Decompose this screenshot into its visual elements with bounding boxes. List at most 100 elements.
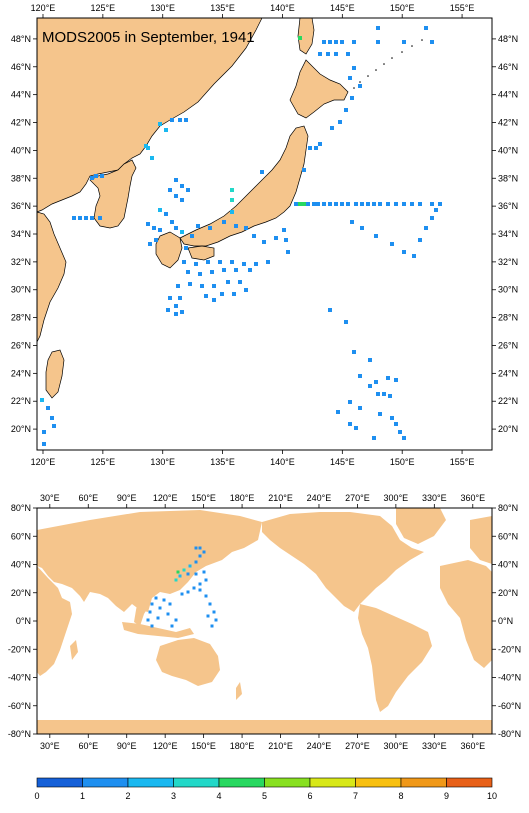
observation-point: [386, 376, 390, 380]
global-lat-label-left: -40°N: [8, 673, 31, 683]
observation-point: [418, 202, 422, 206]
colorbar-tick-label: 0: [34, 791, 39, 801]
regional-lon-label-bottom: 130°E: [150, 457, 175, 467]
colorbar-tick-label: 4: [216, 791, 221, 801]
greenland: [396, 508, 446, 544]
north-america: [262, 512, 424, 612]
global-lon-label-bottom: 240°E: [307, 741, 332, 751]
regional-lat-label-right: 48°N: [498, 34, 518, 44]
global-lon-label-top: 210°E: [268, 493, 293, 503]
regional-lat-label-right: 26°N: [498, 340, 518, 350]
observation-point: [346, 202, 350, 206]
observation-point: [222, 220, 226, 224]
map-title: MODS2005 in September, 1941: [42, 29, 255, 46]
observation-point: [340, 202, 344, 206]
regional-observations: [40, 26, 442, 446]
regional-lat-label-right: 32°N: [498, 257, 518, 267]
global-lat-label-right: 0°N: [498, 616, 513, 626]
colorbar: 0 1 2 3 4 5 6 7 8 9 10: [34, 777, 497, 801]
observation-point: [204, 578, 208, 582]
observation-point: [182, 568, 186, 572]
regional-lat-label-left: 26°N: [11, 340, 31, 350]
observation-point: [316, 202, 320, 206]
observation-point: [186, 188, 190, 192]
regional-lat-label-right: 40°N: [498, 145, 518, 155]
regional-lon-label-bottom: 140°E: [270, 457, 295, 467]
observation-point: [178, 296, 182, 300]
observation-point: [322, 202, 326, 206]
observation-point: [352, 40, 356, 44]
global-lon-label-top: 240°E: [307, 493, 332, 503]
regional-lat-label-right: 38°N: [498, 173, 518, 183]
observation-point: [206, 260, 210, 264]
observation-point: [350, 96, 354, 100]
observation-point: [360, 202, 364, 206]
colorbar-tick-label: 5: [262, 791, 267, 801]
observation-point: [148, 610, 152, 614]
observation-point: [42, 430, 46, 434]
africa: [37, 566, 72, 676]
observation-point: [334, 52, 338, 56]
observation-point: [376, 26, 380, 30]
observation-point: [164, 128, 168, 132]
regional-lon-label-top: 145°E: [330, 3, 355, 13]
regional-map-axes: 120°E 120°E 125°E 125°E 130°E 130°E 135°E 135°E…: [11, 3, 518, 467]
observation-point: [402, 436, 406, 440]
observation-point: [312, 202, 316, 206]
observation-point: [184, 118, 188, 122]
observation-point: [220, 292, 224, 296]
observation-point: [378, 412, 382, 416]
observation-point: [180, 230, 184, 234]
shikoku: [187, 245, 215, 261]
observation-point: [198, 582, 202, 586]
observation-point: [348, 76, 352, 80]
observation-point: [334, 202, 338, 206]
observation-point: [218, 260, 222, 264]
global-lat-label-left: 60°N: [11, 531, 31, 541]
observation-point: [204, 294, 208, 298]
observation-point: [52, 424, 56, 428]
global-lon-label-bottom: 210°E: [268, 741, 293, 751]
observation-point: [284, 238, 288, 242]
global-lat-label-right: 20°N: [498, 588, 518, 598]
observation-point: [282, 228, 286, 232]
observation-point: [178, 118, 182, 122]
global-lon-label-bottom: 30°E: [40, 741, 60, 751]
regional-map-panel: MODS2005 in September, 1941 120°E120°E12…: [11, 3, 518, 467]
colorbar-segment: [218, 777, 265, 788]
observation-point: [294, 202, 298, 206]
colorbar-segment: [36, 777, 83, 788]
global-lat-label-right: 80°N: [498, 503, 518, 513]
observation-point: [40, 398, 44, 402]
observation-point: [234, 268, 238, 272]
observation-point: [152, 226, 156, 230]
regional-lat-label-right: 46°N: [498, 62, 518, 72]
asia-mainland: [36, 17, 263, 213]
regional-lon-label-bottom: 155°E: [450, 457, 475, 467]
regional-lat-label-right: 20°N: [498, 424, 518, 434]
global-lon-label-top: 60°E: [78, 493, 98, 503]
observation-point: [374, 234, 378, 238]
antarctica: [37, 720, 492, 734]
observation-point: [166, 308, 170, 312]
observation-point: [368, 384, 372, 388]
global-observations: [146, 546, 218, 628]
observation-point: [376, 392, 380, 396]
colorbar-segment: [400, 777, 447, 788]
observation-point: [302, 202, 306, 206]
observation-point: [158, 606, 162, 610]
observation-point: [42, 442, 46, 446]
observation-point: [394, 378, 398, 382]
kyushu: [155, 231, 183, 269]
observation-point: [186, 572, 190, 576]
observation-point: [170, 118, 174, 122]
regional-lon-label-top: 130°E: [150, 3, 175, 13]
global-lon-label-top: 180°E: [230, 493, 255, 503]
observation-point: [174, 578, 178, 582]
observation-point: [176, 284, 180, 288]
observation-point: [412, 254, 416, 258]
observation-point: [286, 250, 290, 254]
observation-point: [194, 262, 198, 266]
observation-point: [176, 570, 180, 574]
global-lat-label-right: -40°N: [498, 673, 521, 683]
